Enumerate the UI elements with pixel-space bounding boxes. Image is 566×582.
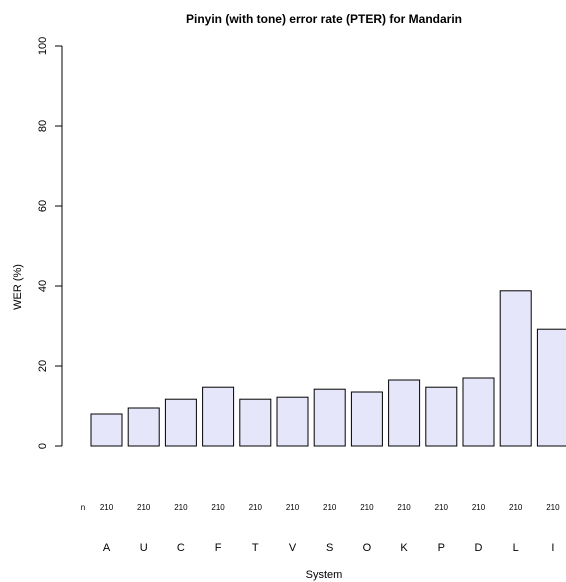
count-label: 210: [435, 503, 449, 512]
bar-V: [276, 396, 309, 447]
count-label: 210: [211, 503, 225, 512]
y-tick-label: 80: [37, 120, 49, 132]
x-tick-label: O: [363, 542, 372, 554]
chart-title: Pinyin (with tone) error rate (PTER) for…: [186, 12, 462, 26]
y-tick-label: 20: [37, 360, 49, 372]
y-axis-ticks: 0 20 40 60 80 100: [37, 37, 62, 449]
count-label: 210: [323, 503, 337, 512]
x-axis-label: System: [306, 569, 343, 581]
x-tick-label: U: [140, 542, 148, 554]
x-tick-label: T: [252, 542, 259, 554]
bar-C: [164, 398, 197, 447]
bar-T: [239, 398, 272, 447]
x-tick-label: V: [289, 542, 297, 554]
bar-U: [127, 407, 160, 447]
count-label: 210: [360, 503, 374, 512]
bar-D: [462, 377, 495, 447]
count-label: 210: [100, 503, 114, 512]
y-tick-label: 0: [37, 443, 49, 449]
x-tick-label: D: [475, 542, 483, 554]
bar-A: [90, 413, 123, 447]
x-tick-label: L: [513, 542, 519, 554]
count-label: 210: [472, 503, 486, 512]
y-tick-label: 60: [37, 200, 49, 212]
count-label: 210: [397, 503, 411, 512]
bar-F: [202, 386, 235, 447]
bar-K: [388, 379, 421, 447]
n-label: n: [81, 503, 85, 512]
x-tick-label: A: [103, 542, 111, 554]
bar-L: [499, 290, 532, 447]
count-label: 210: [546, 503, 560, 512]
x-tick-label: S: [326, 542, 333, 554]
y-axis-label: WER (%): [12, 264, 24, 310]
count-label: 210: [509, 503, 523, 512]
x-tick-label: K: [400, 542, 408, 554]
count-label: 210: [286, 503, 300, 512]
bar-I: [536, 328, 566, 447]
count-label: 210: [249, 503, 263, 512]
x-tick-label: P: [438, 542, 445, 554]
count-label: 210: [174, 503, 188, 512]
count-label: 210: [137, 503, 151, 512]
bar-O: [350, 391, 383, 447]
x-tick-label: I: [551, 542, 554, 554]
x-tick-label: F: [215, 542, 222, 554]
bars: [90, 290, 566, 447]
y-tick-label: 100: [37, 37, 49, 55]
bar-S: [313, 388, 346, 447]
y-tick-label: 40: [37, 280, 49, 292]
x-tick-label: C: [177, 542, 185, 554]
bar-P: [425, 386, 458, 447]
count-labels: 210 210 210 210 210 210 210 210 210 210 210 210 210: [100, 503, 560, 512]
